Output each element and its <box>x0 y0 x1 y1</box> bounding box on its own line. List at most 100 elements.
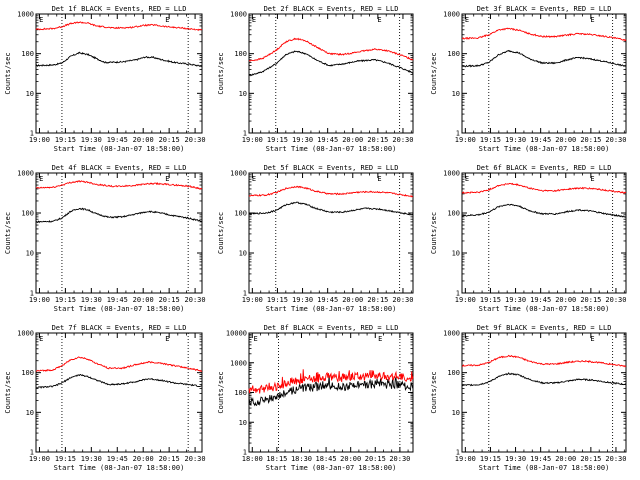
x-tick-label: 19:45 <box>530 455 551 463</box>
x-tick-label: 18:00 <box>242 455 263 463</box>
chart-title: Det 6f BLACK = Events, RED = LLD <box>477 164 612 172</box>
flag-label: E <box>165 335 169 343</box>
x-tick-label: 19:45 <box>107 455 128 463</box>
y-tick-label: 10 <box>239 250 247 258</box>
y-axis-label: Counts/sec <box>217 371 225 413</box>
x-tick-label: 19:45 <box>317 296 338 304</box>
series-events-line <box>248 50 414 77</box>
x-axis-label: Start Time (08-Jan-07 18:58:00) <box>479 145 610 153</box>
x-tick-label: 19:00 <box>242 296 263 304</box>
chart-title: Det 8f BLACK = Events, RED = LLD <box>264 324 399 332</box>
y-tick-label: 10000 <box>226 330 247 338</box>
x-tick-label: 19:30 <box>81 455 102 463</box>
panel-det7: Det 7f BLACK = Events, RED = LLD 1 10 100 10… <box>4 324 206 472</box>
chart-title: Det 4f BLACK = Events, RED = LLD <box>52 164 187 172</box>
flag-label: E <box>165 175 169 183</box>
panel-det8: Det 8f BLACK = Events, RED = LLD 1 10 100 10… <box>217 324 414 472</box>
x-tick-label: 20:30 <box>392 136 413 144</box>
y-tick-label: 1 <box>243 449 247 457</box>
panel-det5: Det 5f BLACK = Events, RED = LLD 1 10 100 10… <box>217 164 414 313</box>
flag-label: E <box>465 175 469 183</box>
flag-label: E <box>39 175 43 183</box>
x-tick-label: 19:45 <box>107 136 128 144</box>
chart-title: Det 5f BLACK = Events, RED = LLD <box>264 164 399 172</box>
y-tick-label: 1000 <box>443 330 460 338</box>
chart-title: Det 2f BLACK = Events, RED = LLD <box>264 5 399 13</box>
series-events-line <box>35 207 203 224</box>
x-tick-label: 19:15 <box>267 136 288 144</box>
y-tick-label: 10 <box>26 90 34 98</box>
x-tick-label: 20:15 <box>159 455 180 463</box>
y-tick-label: 10 <box>26 409 34 417</box>
series-lld-line <box>248 37 414 62</box>
series-lld-line <box>248 185 414 198</box>
plot-frame <box>461 172 627 294</box>
y-tick-label: 10 <box>26 250 34 258</box>
y-tick-label: 1 <box>30 130 34 138</box>
y-tick-label: 1000 <box>230 11 247 19</box>
flag-label: E <box>39 335 43 343</box>
y-tick-label: 100 <box>21 369 34 377</box>
x-axis-label: Start Time (08-Jan-07 18:58:00) <box>266 305 397 313</box>
y-tick-label: 1 <box>30 449 34 457</box>
x-tick-label: 20:30 <box>185 455 206 463</box>
x-tick-label: 20:15 <box>159 136 180 144</box>
y-tick-label: 1 <box>30 290 34 298</box>
series-events-line <box>35 374 203 389</box>
series-events-line <box>461 203 627 218</box>
flag-label: E <box>377 16 381 24</box>
x-tick-label: 20:00 <box>340 455 361 463</box>
plot-frame <box>461 332 627 453</box>
x-axis-label: Start Time (08-Jan-07 18:58:00) <box>479 464 610 472</box>
x-tick-label: 20:00 <box>555 455 576 463</box>
x-tick-label: 20:15 <box>580 136 601 144</box>
x-tick-label: 19:30 <box>505 455 526 463</box>
flag-label: E <box>465 16 469 24</box>
x-tick-label: 20:30 <box>389 455 410 463</box>
flag-label: E <box>253 335 257 343</box>
plot-frame <box>248 13 414 134</box>
x-tick-label: 20:00 <box>133 296 154 304</box>
chart-title: Det 1f BLACK = Events, RED = LLD <box>52 5 187 13</box>
x-axis-label: Start Time (08-Jan-07 18:58:00) <box>266 464 397 472</box>
x-tick-label: 19:00 <box>455 455 476 463</box>
y-tick-label: 1000 <box>230 170 247 178</box>
x-tick-label: 20:30 <box>185 136 206 144</box>
y-tick-label: 1000 <box>17 330 34 338</box>
plot-frame <box>461 13 627 134</box>
y-axis-label: Counts/sec <box>217 52 225 94</box>
panel-det9: Det 9f BLACK = Events, RED = LLD 1 10 100 10… <box>430 324 627 472</box>
panel-det3: Det 3f BLACK = Events, RED = LLD 1 10 100 10… <box>430 5 627 153</box>
series-events-line <box>461 49 627 68</box>
y-tick-label: 100 <box>447 210 460 218</box>
x-tick-label: 18:30 <box>291 455 312 463</box>
series-lld-line <box>248 369 414 394</box>
y-tick-label: 100 <box>21 50 34 58</box>
x-tick-label: 19:00 <box>29 296 50 304</box>
x-tick-label: 19:15 <box>480 136 501 144</box>
y-tick-label: 1000 <box>230 359 247 367</box>
x-tick-label: 18:15 <box>266 455 287 463</box>
series-lld-line <box>35 21 203 32</box>
chart-title: Det 3f BLACK = Events, RED = LLD <box>477 5 612 13</box>
x-tick-label: 19:00 <box>29 136 50 144</box>
plot-frame <box>35 13 203 134</box>
y-tick-label: 100 <box>234 210 247 218</box>
plot-frame <box>35 332 203 453</box>
series-lld-line <box>461 354 627 368</box>
flag-label: E <box>465 335 469 343</box>
x-tick-label: 19:30 <box>292 136 313 144</box>
y-tick-label: 1000 <box>17 11 34 19</box>
flag-label: E <box>39 16 43 24</box>
y-axis-label: Counts/sec <box>430 371 438 413</box>
x-tick-label: 20:30 <box>605 455 626 463</box>
y-tick-label: 100 <box>21 210 34 218</box>
panel-det4: Det 4f BLACK = Events, RED = LLD 1 10 100 10… <box>4 164 206 313</box>
y-tick-label: 100 <box>234 389 247 397</box>
x-tick-label: 20:00 <box>133 136 154 144</box>
flag-label: E <box>252 16 256 24</box>
panel-det1: Det 1f BLACK = Events, RED = LLD 1 10 100 10… <box>4 5 206 153</box>
flag-label: E <box>252 175 256 183</box>
y-tick-label: 10 <box>239 419 247 427</box>
x-axis-label: Start Time (08-Jan-07 18:58:00) <box>54 305 185 313</box>
